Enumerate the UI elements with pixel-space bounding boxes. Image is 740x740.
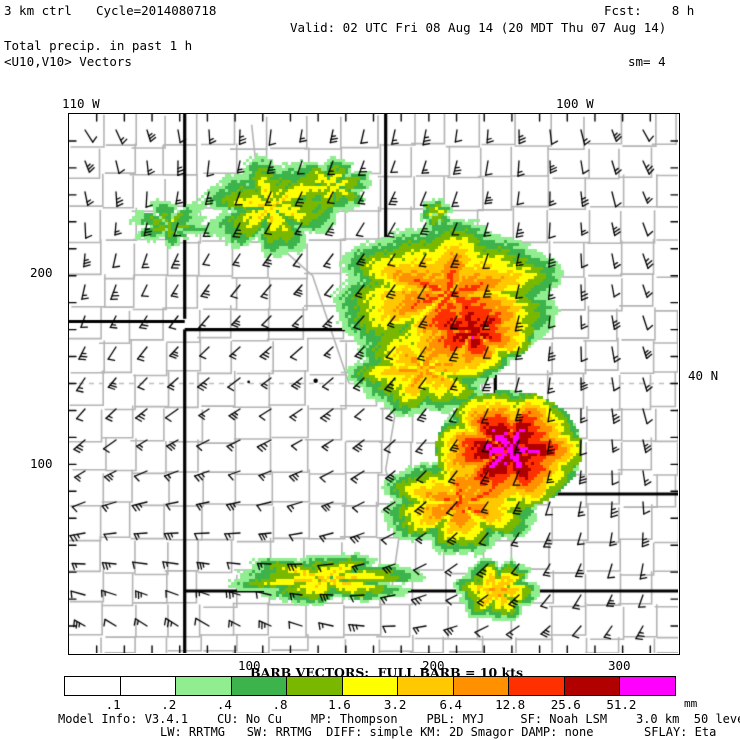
colorbar-tick-2: .4 [216,697,232,712]
lat-label-40n: 40 N [688,368,719,383]
colorbar-swatch-8 [509,677,565,695]
colorbar-swatch-4 [287,677,343,695]
colorbar-tick-6: 6.4 [439,697,463,712]
valid-time-label: Valid: 02 UTC Fri 08 Aug 14 (20 MDT Thu … [290,20,667,35]
lon-label-100w: 100 W [556,96,594,111]
colorbar-tick-3: .8 [272,697,288,712]
colorbar-tick-labels: .1 .2 .4 .8 1.6 3.2 6.4 12.8 25.6 51.2 mm [64,697,698,713]
colorbar [64,676,676,696]
colorbar-swatch-9 [564,677,621,695]
precipitation-map[interactable] [68,113,680,655]
field-title: Total precip. in past 1 h [4,38,193,53]
colorbar-tick-7: 12.8 [495,697,526,712]
y-tick-100: 100 [30,456,53,471]
colorbar-units: mm [684,697,698,710]
lon-label-110w: 110 W [62,96,100,111]
colorbar-tick-8: 25.6 [550,697,581,712]
colorbar-tick-0: .1 [105,697,121,712]
smoothing-label: sm= 4 [628,54,666,69]
y-tick-200: 200 [30,265,53,280]
colorbar-swatch-10 [620,677,676,695]
vector-field-label: <U10,V10> Vectors [4,54,132,69]
colorbar-swatch-0 [65,677,121,695]
forecast-hour-label: Fcst: 8 h [604,3,695,18]
x-tick-300: 300 [608,658,631,673]
colorbar-tick-5: 3.2 [383,697,407,712]
colorbar-tick-9: 51.2 [606,697,637,712]
colorbar-swatch-3 [231,677,288,695]
model-info-line2: LW: RRTMG SW: RRTMG DIFF: simple KM: 2D … [160,725,717,739]
colorbar-swatch-2 [176,677,232,695]
colorbar-tick-4: 1.6 [328,697,351,712]
x-tick-100: 100 [238,658,261,673]
colorbar-swatch-6 [398,677,454,695]
colorbar-swatch-5 [342,677,399,695]
colorbar-swatch-1 [120,677,177,695]
colorbar-swatch-7 [453,677,510,695]
colorbar-tick-1: .2 [161,697,177,712]
x-tick-200: 200 [422,658,445,673]
cycle-label: Cycle=2014080718 [96,3,217,18]
model-label: 3 km ctrl [4,3,72,18]
model-info-line1: Model Info: V3.4.1 CU: No Cu MP: Thompso… [58,712,740,726]
map-canvas [69,114,678,653]
